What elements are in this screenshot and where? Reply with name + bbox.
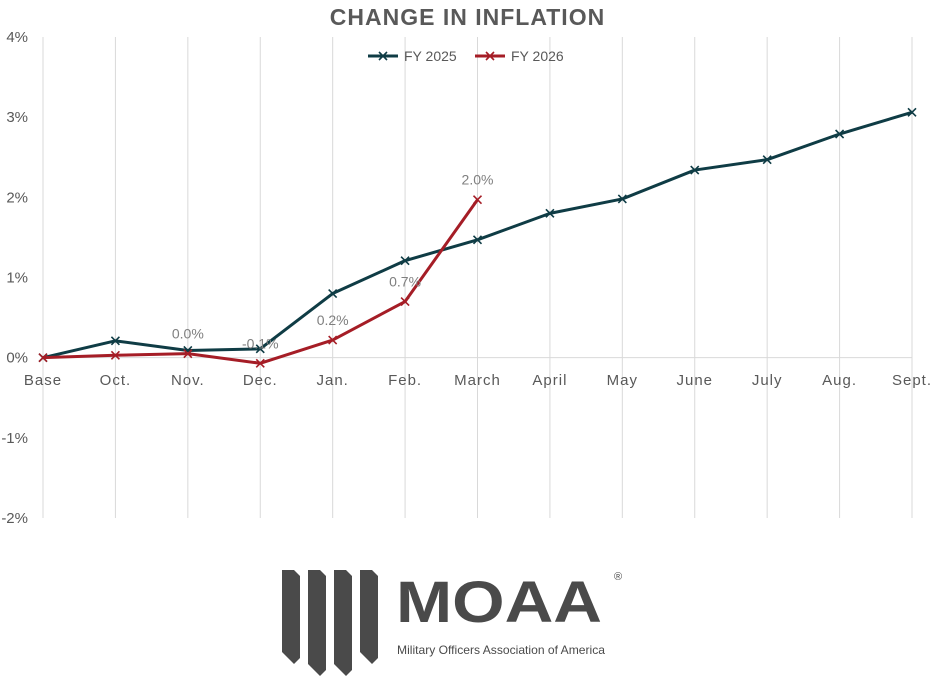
data-point-marker <box>545 208 555 218</box>
y-tick-label: -2% <box>1 510 28 527</box>
data-point-marker <box>690 165 700 175</box>
data-point-marker <box>472 235 483 245</box>
data-point-marker <box>110 336 120 346</box>
line-chart: Base Oct. Nov. Dec. Jan. Feb. March April May Jun… <box>1 29 932 527</box>
data-point-marker <box>472 195 483 205</box>
data-point-marker <box>183 349 193 359</box>
x-tick-label: Oct. <box>100 372 132 389</box>
data-point-marker <box>762 155 772 165</box>
logo-tagline: Military Officers Association of America <box>397 643 605 657</box>
x-tick-label: April <box>532 372 567 389</box>
data-point-marker <box>328 335 338 345</box>
x-tick-label: Sept. <box>892 372 932 389</box>
data-point-marker <box>38 353 48 363</box>
x-tick-label: Feb. <box>388 372 422 389</box>
data-point-marker <box>907 107 917 117</box>
y-tick-label: 4% <box>6 29 28 46</box>
y-tick-label: -1% <box>1 430 28 447</box>
x-tick-label: June <box>676 372 713 389</box>
data-label: 0.7% <box>389 274 421 290</box>
data-point-marker <box>617 194 627 204</box>
logo-wordmark: MOAA <box>396 570 602 635</box>
data-point-marker <box>328 288 338 299</box>
x-tick-label: July <box>752 372 783 389</box>
y-tick-label: 0% <box>6 350 28 367</box>
y-tick-label: 1% <box>6 270 28 287</box>
data-point-marker <box>400 296 410 307</box>
legend-label: FY 2025 <box>404 48 457 64</box>
x-tick-label: May <box>607 372 638 389</box>
data-point-marker <box>835 129 845 139</box>
x-tick-label: Aug. <box>822 372 857 389</box>
data-point-marker <box>110 350 120 360</box>
data-point-marker <box>255 358 265 368</box>
data-label: 0.0% <box>172 326 204 342</box>
x-tick-label: Dec. <box>243 372 278 389</box>
legend-marker-icon <box>485 51 495 61</box>
logo-registered: ® <box>614 571 622 583</box>
x-tick-label: Base <box>24 372 62 389</box>
x-tick-label: March <box>454 372 501 389</box>
x-tick-label: Nov. <box>171 372 205 389</box>
logo-ribbons-icon <box>282 570 378 676</box>
data-point-marker <box>255 344 265 354</box>
y-tick-label: 3% <box>6 109 28 126</box>
moaa-logo: MOAA ® Military Officers Association of … <box>282 570 622 676</box>
data-point-marker <box>400 256 410 266</box>
x-tick-label: Jan. <box>316 372 348 389</box>
legend-label: FY 2026 <box>511 48 564 64</box>
data-label: 0.2% <box>317 312 349 328</box>
legend-marker-icon <box>378 51 388 61</box>
y-tick-label: 2% <box>6 189 28 206</box>
chart-title: CHANGE IN INFLATION <box>329 4 606 30</box>
data-label: -0.1% <box>242 335 279 351</box>
data-label: 2.0% <box>462 172 494 188</box>
